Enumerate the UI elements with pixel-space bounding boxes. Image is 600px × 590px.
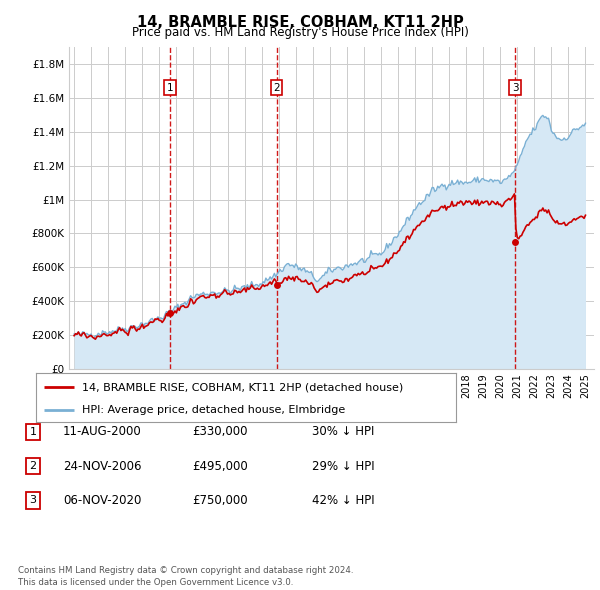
Text: 06-NOV-2020: 06-NOV-2020 xyxy=(63,494,142,507)
Text: Contains HM Land Registry data © Crown copyright and database right 2024.
This d: Contains HM Land Registry data © Crown c… xyxy=(18,566,353,587)
Text: 2: 2 xyxy=(29,461,37,471)
Text: 29% ↓ HPI: 29% ↓ HPI xyxy=(312,460,374,473)
Text: 1: 1 xyxy=(29,427,37,437)
Text: 24-NOV-2006: 24-NOV-2006 xyxy=(63,460,142,473)
Text: 2: 2 xyxy=(273,83,280,93)
Text: HPI: Average price, detached house, Elmbridge: HPI: Average price, detached house, Elmb… xyxy=(82,405,346,415)
Text: £330,000: £330,000 xyxy=(192,425,248,438)
Text: Price paid vs. HM Land Registry's House Price Index (HPI): Price paid vs. HM Land Registry's House … xyxy=(131,26,469,39)
Text: 11-AUG-2000: 11-AUG-2000 xyxy=(63,425,142,438)
Text: £750,000: £750,000 xyxy=(192,494,248,507)
Text: 3: 3 xyxy=(29,496,37,505)
Text: 30% ↓ HPI: 30% ↓ HPI xyxy=(312,425,374,438)
Text: £495,000: £495,000 xyxy=(192,460,248,473)
Text: 14, BRAMBLE RISE, COBHAM, KT11 2HP: 14, BRAMBLE RISE, COBHAM, KT11 2HP xyxy=(137,15,463,30)
Text: 1: 1 xyxy=(167,83,173,93)
Text: 42% ↓ HPI: 42% ↓ HPI xyxy=(312,494,374,507)
Text: 14, BRAMBLE RISE, COBHAM, KT11 2HP (detached house): 14, BRAMBLE RISE, COBHAM, KT11 2HP (deta… xyxy=(82,382,403,392)
Text: 3: 3 xyxy=(512,83,518,93)
